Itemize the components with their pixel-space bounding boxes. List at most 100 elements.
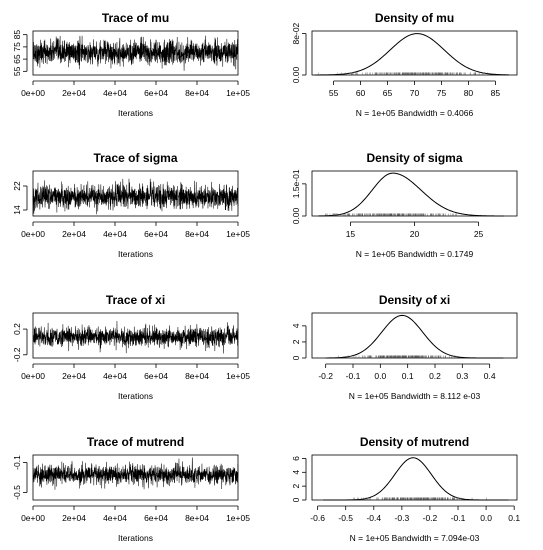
panel-4: Trace of xi 0e+00 2e+04 4e+04 6e+04 8e+04 1e+0… [12,293,250,401]
panel-title: Density of mu [375,11,454,25]
panel-0: Trace of mu 0e+00 2e+04 4e+04 6e+04 8e+04 1e+0… [12,11,250,118]
density-caption: N = 1e+05 Bandwidth = 8.112 e-03 [349,391,481,401]
y-tick-label: 4 [291,323,301,328]
x-tick-label: -0.1 [451,513,466,523]
x-tick-label: -0.2 [423,513,438,523]
x-tick-label: 0.2 [429,371,441,381]
x-tick-label: 75 [437,88,447,98]
y-tick-label: 55 [12,66,22,76]
x-tick-label: 2e+04 [62,88,86,98]
y-tick-label: -0.2 [12,347,22,362]
x-tick-label: 4e+04 [103,371,127,381]
x-tick-label: 2e+04 [62,229,86,239]
y-tick-label: 75 [12,42,22,52]
trace-line [32,457,239,490]
panel-title: Trace of xi [106,293,165,307]
x-tick-label: 0.1 [508,513,520,523]
trace-line [32,178,239,215]
x-axis-label: Iterations [118,391,153,401]
panel-title: Density of xi [379,293,450,307]
x-axis-label: Iterations [118,249,153,259]
x-tick-label: 1e+05 [226,513,250,523]
x-tick-label: -0.2 [318,371,333,381]
x-tick-label: 8e+04 [185,229,209,239]
y-tick-label: 14 [12,205,22,215]
plot-frame [311,30,518,76]
x-tick-label: 0e+00 [21,88,45,98]
x-tick-label: 6e+04 [144,88,168,98]
panel-title: Trace of mu [102,11,169,25]
x-tick-label: 8e+04 [185,88,209,98]
rug-marks [318,72,488,75]
y-tick-label: -0.1 [12,455,22,470]
y-tick-label: 0.00 [291,66,301,83]
panel-title: Trace of mutrend [87,435,184,449]
panel-2: Trace of sigma 0e+00 2e+04 4e+04 6e+04 8e+04 1… [12,151,250,259]
panel-6: Trace of mutrend 0e+00 2e+04 4e+04 6e+04 8e+0… [12,435,250,543]
y-tick-label: 0.00 [291,207,301,224]
x-tick-label: 65 [383,88,393,98]
x-tick-label: 6e+04 [144,229,168,239]
density-curve [318,172,505,217]
x-tick-label: 80 [464,88,474,98]
trace-line [32,35,239,71]
x-tick-label: 1e+05 [226,229,250,239]
panel-title: Trace of sigma [93,151,177,165]
x-tick-label: -0.3 [395,513,410,523]
x-tick-label: 4e+04 [103,229,127,239]
x-tick-label: 6e+04 [144,371,168,381]
plot-frame [32,170,239,217]
x-tick-label: 0.4 [484,371,496,381]
x-tick-label: -0.6 [310,513,325,523]
x-tick-label: 20 [410,229,420,239]
plot-frame [32,312,239,359]
y-tick-label: 0.2 [12,323,22,335]
panel-title: Density of sigma [366,151,462,165]
rug-marks [338,355,457,358]
rug-marks [353,497,487,500]
plot-frame [32,30,239,76]
density-caption: N = 1e+05 Bandwidth = 0.4066 [356,108,474,118]
x-tick-label: 0e+00 [21,371,45,381]
x-tick-label: 0.1 [402,371,414,381]
plot-frame [311,170,518,217]
panel-1: Density of mu 55 60 65 70 75 80 85 0.00 8e-02 N = … [291,11,518,118]
x-tick-label: 0e+00 [21,229,45,239]
x-axis-label: Iterations [118,108,153,118]
x-tick-label: 8e+04 [185,513,209,523]
x-tick-label: 60 [356,88,366,98]
x-tick-label: 2e+04 [62,371,86,381]
y-tick-label: 22 [12,181,22,191]
x-tick-label: 0.0 [480,513,492,523]
density-curve [325,314,504,359]
plot-frame [311,312,518,359]
plot-frame [32,454,239,501]
y-tick-label: 65 [12,54,22,64]
y-tick-label: 1.5e-01 [291,169,301,198]
x-tick-label: 15 [346,229,356,239]
x-tick-label: -0.4 [366,513,381,523]
y-tick-label: 0 [291,355,301,360]
x-tick-label: 0.3 [456,371,468,381]
y-tick-label: 6 [291,456,301,461]
x-tick-label: 2e+04 [62,513,86,523]
x-tick-label: 1e+05 [226,371,250,381]
x-tick-label: 0.0 [374,371,386,381]
x-tick-label: 4e+04 [103,88,127,98]
x-tick-label: 0e+00 [21,513,45,523]
y-tick-label: 4 [291,470,301,475]
density-caption: N = 1e+05 Bandwidth = 7.094e-03 [350,533,480,543]
density-curve [323,457,509,501]
density-caption: N = 1e+05 Bandwidth = 0.1749 [356,249,474,259]
plot-frame [311,454,518,501]
y-tick-label: 8e-02 [291,22,301,44]
rug-marks [325,213,457,216]
panel-7: Density of mutrend -0.6 -0.5 -0.4 -0.3 -0.2 -0… [291,435,520,543]
x-tick-label: -0.1 [346,371,361,381]
x-axis-label: Iterations [118,533,153,543]
panel-3: Density of sigma 15 20 25 0.00 1.5e-01 N = 1e+… [291,151,518,259]
y-tick-label: 0 [291,497,301,502]
x-tick-label: 8e+04 [185,371,209,381]
y-tick-label: -0.5 [12,485,22,500]
